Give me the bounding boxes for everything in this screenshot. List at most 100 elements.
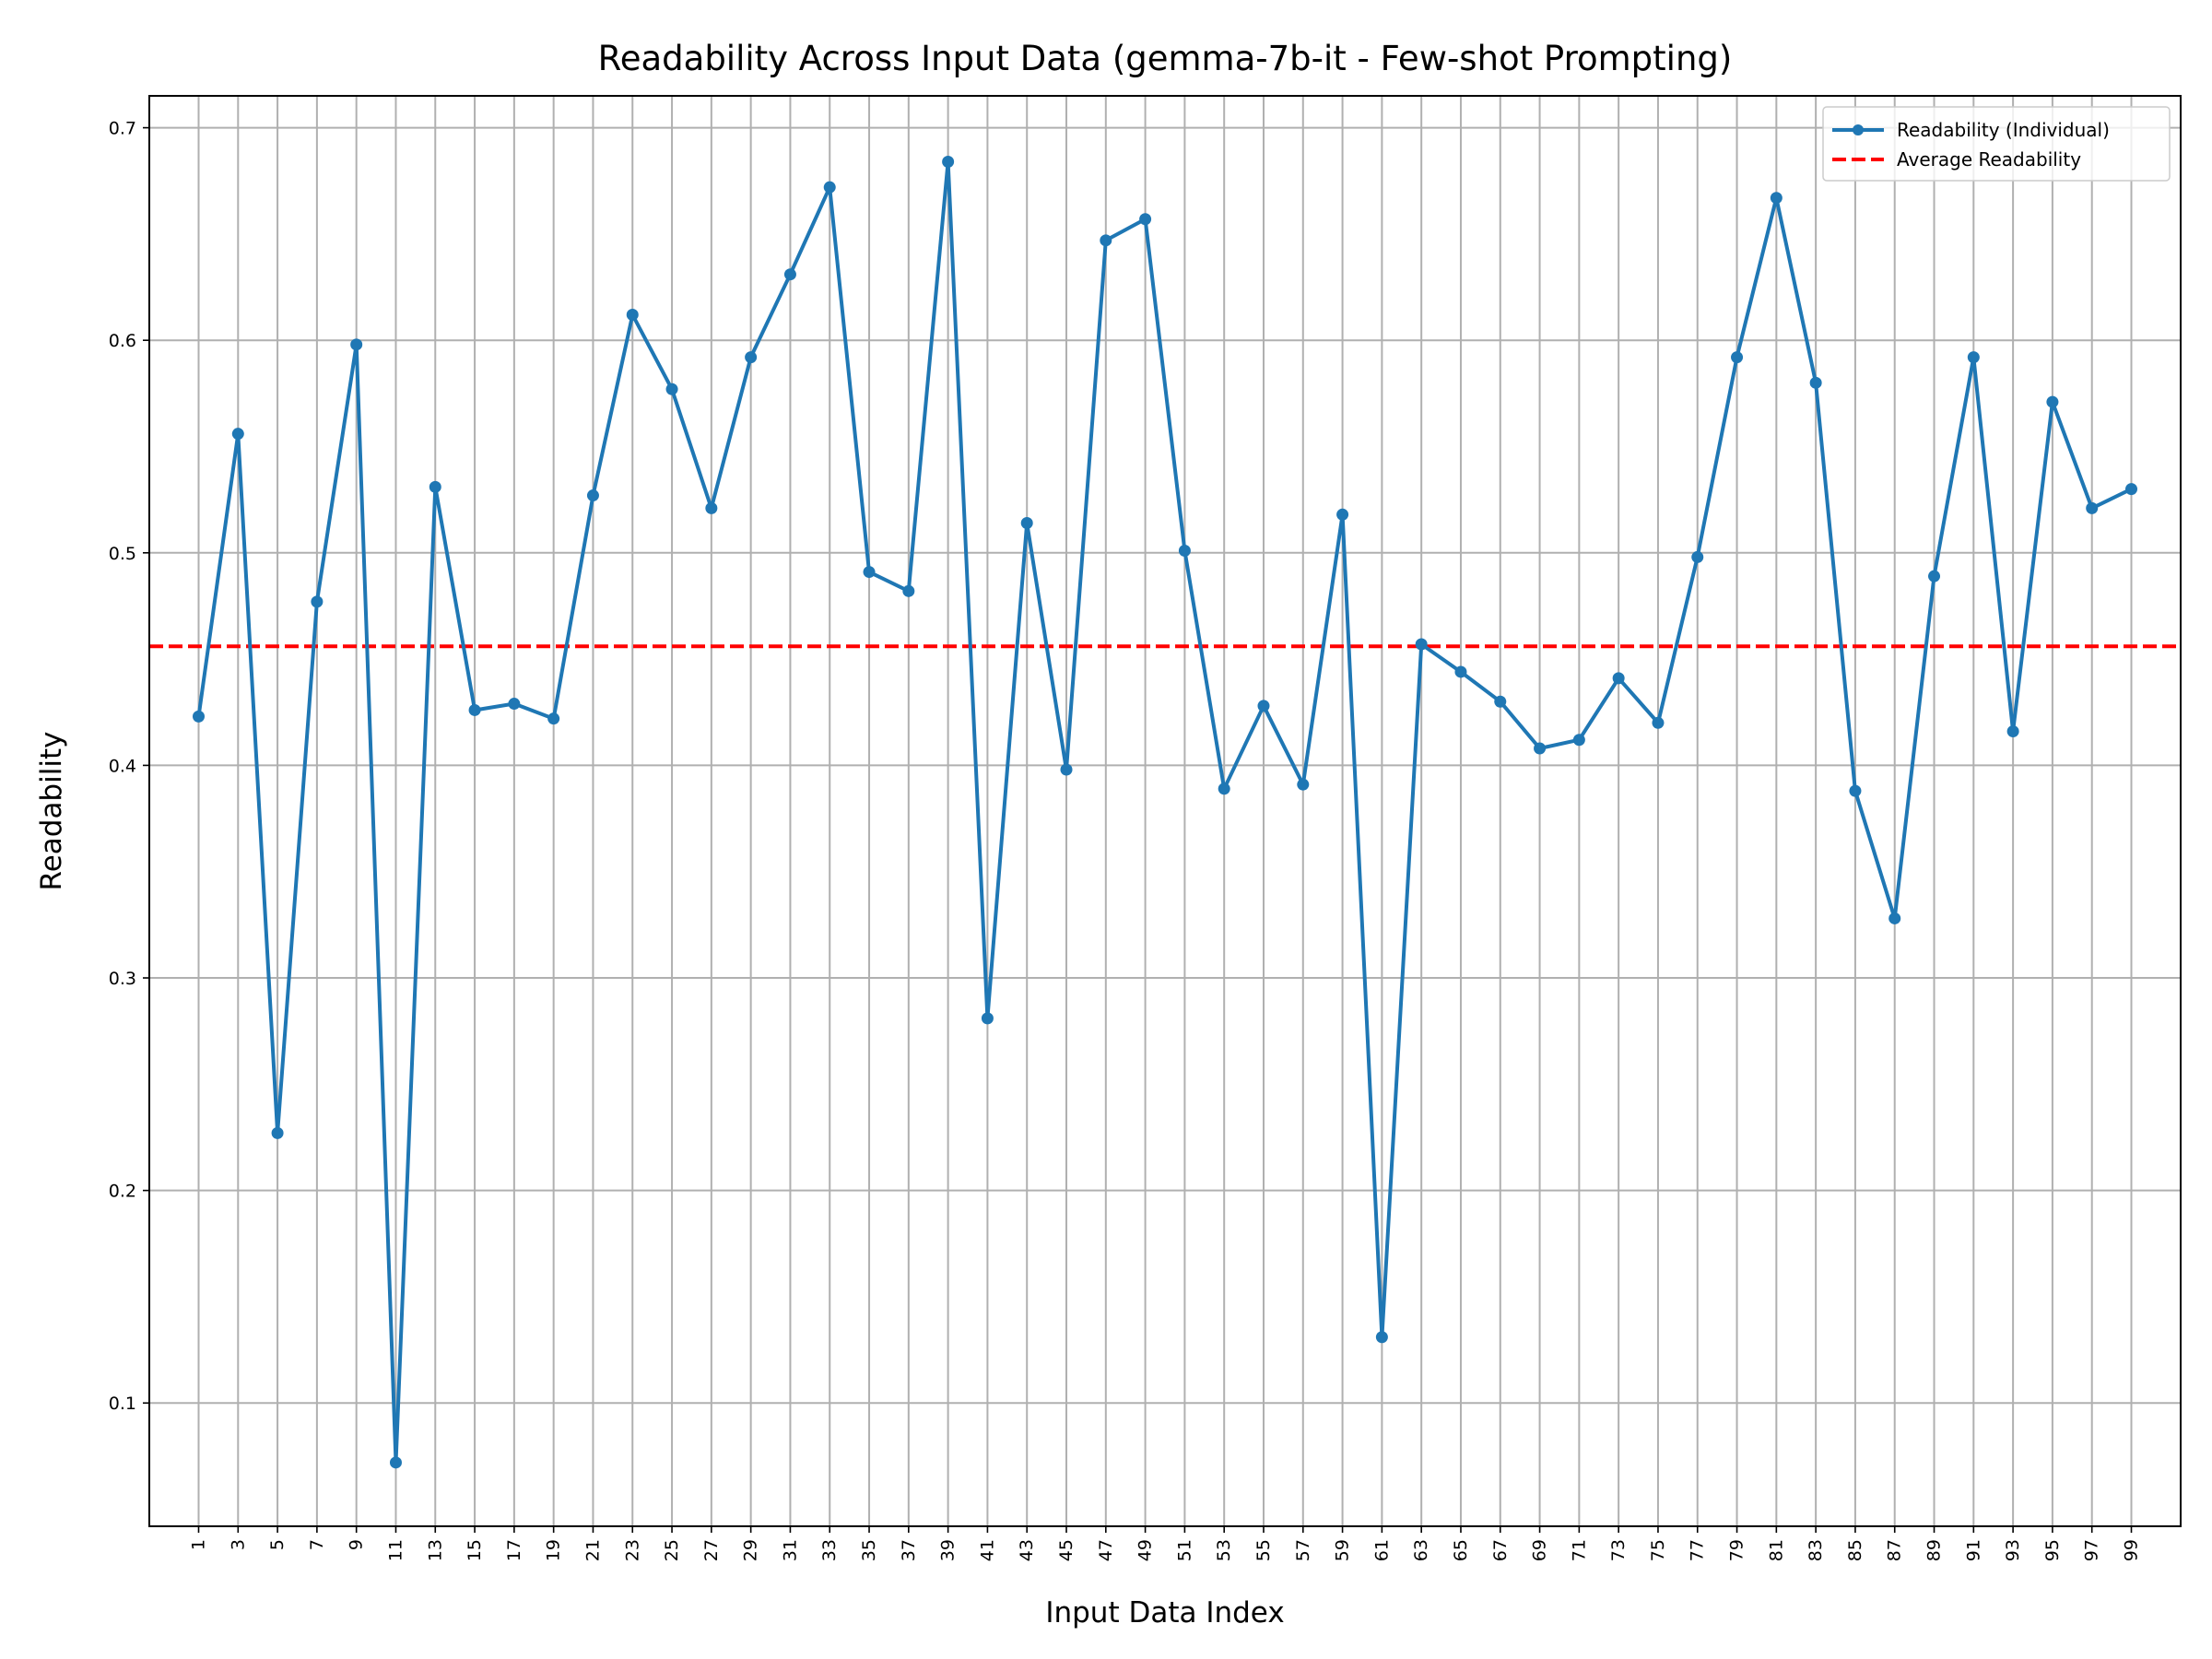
y-tick-label: 0.2 [109, 1182, 136, 1202]
readability-point [1928, 570, 1941, 582]
y-tick-label: 0.3 [109, 969, 136, 989]
x-tick-label: 21 [582, 1539, 603, 1561]
x-tick-label: 39 [938, 1539, 959, 1561]
readability-point [2006, 725, 2019, 738]
x-tick-label: 51 [1174, 1539, 1194, 1561]
x-tick-label: 35 [859, 1539, 879, 1561]
x-tick-label: 15 [465, 1539, 485, 1561]
readability-point [1218, 782, 1230, 795]
x-tick-label: 45 [1056, 1539, 1077, 1561]
x-tick-label: 25 [662, 1539, 682, 1561]
readability-point [1336, 508, 1349, 521]
legend-label-individual: Readability (Individual) [1897, 119, 2110, 141]
readability-point [586, 489, 599, 502]
y-tick-label: 0.5 [109, 544, 136, 564]
readability-point [1020, 517, 1033, 530]
x-tick-label: 17 [504, 1539, 524, 1561]
x-tick-label: 83 [1806, 1539, 1826, 1561]
readability-point [1967, 351, 1980, 364]
x-tick-label: 93 [2003, 1539, 2023, 1561]
readability-point [311, 595, 324, 608]
readability-point [665, 382, 678, 395]
x-tick-label: 7 [307, 1539, 327, 1550]
chart-title: Readability Across Input Data (gemma-7b-… [598, 39, 1733, 78]
x-axis-label: Input Data Index [1045, 1596, 1284, 1630]
x-tick-label: 13 [425, 1539, 445, 1561]
x-tick-label: 81 [1766, 1539, 1786, 1561]
y-tick-label: 0.7 [109, 119, 136, 139]
readability-point [705, 501, 718, 514]
readability-point [350, 338, 363, 351]
readability-point [1534, 742, 1547, 755]
x-tick-label: 41 [977, 1539, 997, 1561]
grid-lines [149, 96, 2181, 1526]
x-tick-label: 57 [1293, 1539, 1313, 1561]
legend-label-average: Average Readability [1897, 148, 2081, 171]
x-tick-label: 5 [267, 1539, 288, 1550]
x-tick-label: 47 [1096, 1539, 1116, 1561]
readability-point [468, 703, 481, 716]
x-tick-label: 99 [2122, 1539, 2142, 1561]
x-tick-label: 61 [1371, 1539, 1392, 1561]
readability-point [1731, 351, 1744, 364]
readability-point [389, 1456, 402, 1469]
readability-point [2125, 483, 2138, 496]
readability-point [271, 1126, 284, 1139]
series-layer [192, 155, 2138, 1469]
readability-series-line [196, 159, 2134, 1465]
axis-ticks: 1 3 5 7 9 11 13 15 17 19 21 23 25 27 29 31 33 35 37 39 41 43 4… [109, 119, 2142, 1562]
x-tick-label: 69 [1530, 1539, 1550, 1561]
readability-point [1691, 550, 1704, 563]
x-tick-label: 87 [1885, 1539, 1905, 1561]
readability-point [981, 1012, 994, 1025]
readability-point [1612, 672, 1625, 685]
readability-point [231, 428, 244, 441]
x-tick-label: 23 [622, 1539, 642, 1561]
readability-point [1139, 213, 1152, 226]
x-tick-label: 37 [899, 1539, 919, 1561]
x-tick-label: 65 [1451, 1539, 1471, 1561]
readability-point [942, 155, 955, 168]
x-tick-label: 55 [1253, 1539, 1274, 1561]
x-tick-label: 3 [228, 1539, 248, 1550]
x-tick-label: 71 [1569, 1539, 1589, 1561]
readability-point [547, 712, 560, 725]
readability-point [1572, 734, 1585, 747]
readability-point [626, 309, 639, 322]
x-tick-label: 1 [188, 1539, 208, 1550]
x-tick-label: 9 [347, 1539, 367, 1550]
legend-marker-individual [1853, 124, 1864, 135]
readability-point [508, 698, 521, 711]
x-tick-label: 79 [1727, 1539, 1747, 1561]
x-tick-label: 75 [1648, 1539, 1668, 1561]
readability-point [1849, 784, 1862, 797]
x-tick-label: 85 [1845, 1539, 1865, 1561]
x-tick-label: 73 [1608, 1539, 1629, 1561]
readability-point [1652, 716, 1665, 729]
readability-point [2086, 501, 2099, 514]
readability-point [1297, 778, 1310, 791]
x-tick-label: 29 [741, 1539, 761, 1561]
readability-point [192, 710, 205, 723]
x-tick-label: 43 [1017, 1539, 1037, 1561]
legend-box [1822, 106, 2171, 182]
readability-point [1257, 700, 1270, 712]
x-tick-label: 27 [701, 1539, 722, 1561]
readability-point [783, 268, 796, 281]
readability-point [823, 181, 836, 194]
readability-point [1415, 638, 1428, 651]
readability-point [2046, 395, 2059, 408]
x-tick-label: 11 [385, 1539, 406, 1561]
x-tick-label: 33 [819, 1539, 840, 1561]
readability-point [429, 480, 441, 493]
readability-point [1060, 763, 1073, 776]
readability-point [863, 566, 876, 579]
x-tick-label: 95 [2042, 1539, 2063, 1561]
x-tick-label: 49 [1135, 1539, 1156, 1561]
y-tick-label: 0.6 [109, 331, 136, 351]
x-tick-label: 91 [1963, 1539, 1983, 1561]
readability-point [1375, 1331, 1388, 1344]
x-tick-label: 59 [1333, 1539, 1353, 1561]
